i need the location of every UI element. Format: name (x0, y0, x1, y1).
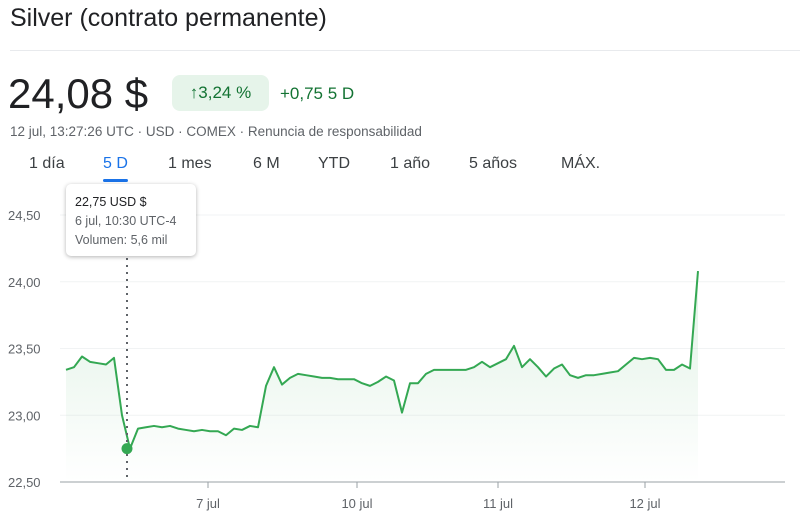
tab-5-days[interactable]: 5 D (103, 155, 128, 182)
tab-max[interactable]: MÁX. (561, 155, 601, 172)
tab-6-months[interactable]: 6 M (253, 155, 280, 172)
y-tick-label: 24,50 (8, 208, 41, 223)
tooltip-time: 6 jul, 10:30 UTC-4 (75, 214, 177, 228)
change-absolute: +0,75 5 D (280, 84, 355, 103)
hover-tooltip: 22,75 USD $ 6 jul, 10:30 UTC-4 Volumen: … (66, 184, 196, 256)
tab-1-month[interactable]: 1 mes (168, 155, 212, 172)
y-tick-label: 23,50 (8, 342, 41, 357)
x-tick-label: 11 jul (483, 496, 513, 511)
tooltip-value: 22,75 USD $ (75, 195, 147, 209)
tab-5-years[interactable]: 5 años (469, 155, 518, 172)
quote-meta: 12 jul, 13:27:26 UTC · USD · COMEX · Ren… (10, 124, 422, 139)
y-tick-label: 22,50 (8, 475, 41, 490)
change-percent: 3,24 % (198, 83, 252, 102)
arrow-up-icon: ↑ (189, 83, 199, 102)
y-tick-label: 23,00 (8, 408, 41, 423)
y-tick-label: 24,00 (8, 275, 41, 290)
change-percent-badge: ↑3,24 % (172, 75, 269, 111)
price-line (65, 270, 699, 450)
x-tick-label: 7 jul (196, 496, 220, 511)
hover-point (121, 443, 133, 455)
x-tick-label: 10 jul (341, 496, 372, 511)
current-price: 24,08 $ (8, 70, 149, 117)
divider (10, 50, 800, 51)
tooltip-volume: Volumen: 5,6 mil (75, 233, 168, 247)
page-title: Silver (contrato permanente) (10, 4, 327, 32)
tab-1-year[interactable]: 1 año (390, 155, 431, 172)
price-area (66, 271, 698, 482)
x-tick-label: 12 jul (629, 496, 660, 511)
tab-1-day[interactable]: 1 día (29, 155, 65, 172)
tab-ytd[interactable]: YTD (318, 155, 350, 172)
